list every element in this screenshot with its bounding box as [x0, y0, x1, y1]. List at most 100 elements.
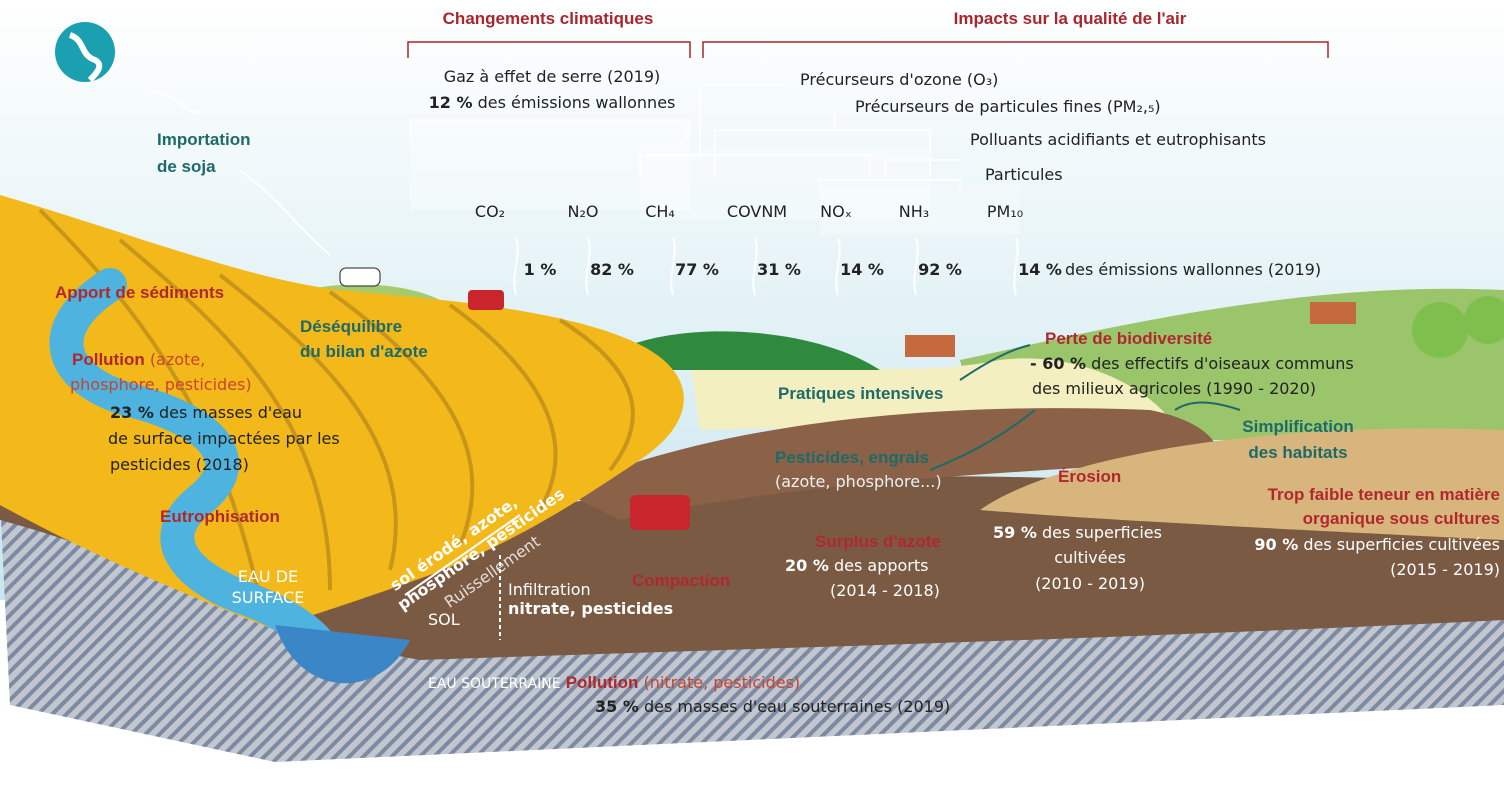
furrow	[38, 208, 262, 601]
pollutant-share: 31 %	[757, 260, 801, 279]
line: EAU SOUTERRAINE Pollution (nitrate, pest…	[428, 673, 800, 692]
arrow	[959, 344, 1031, 381]
connector	[819, 159, 961, 190]
label: Pesticides, engrais	[775, 448, 929, 467]
sprayer-tractor	[630, 495, 690, 530]
ghg-line: 12 % des émissions wallonnes	[429, 93, 676, 112]
ghg-text: des émissions wallonnes	[478, 93, 676, 112]
line: (2014 - 2018)	[830, 581, 940, 600]
pollutants: CO₂ 1 % N₂O 82 % CH₄ 77 % COVNM 31 % NOₓ 14 % NH₃ 9…	[475, 202, 1062, 296]
share: 35 %	[595, 697, 639, 716]
header: Changements climatiques	[443, 9, 654, 28]
emission-arrow	[585, 237, 591, 296]
label: Pratiques intensives	[778, 384, 943, 403]
eroded-field	[980, 428, 1504, 540]
label: Surplus d'azote	[815, 532, 941, 551]
tree-icon	[1464, 296, 1504, 344]
label: nitrate, pesticides	[508, 599, 673, 618]
farm-icon	[1310, 302, 1356, 324]
farm-icon	[905, 335, 955, 357]
pollutant-share: 77 %	[675, 260, 719, 279]
river	[49, 268, 347, 677]
arrow	[1174, 401, 1241, 411]
text: des effectifs d'oiseaux communs	[1091, 354, 1354, 373]
detail: (azote,	[150, 350, 205, 369]
globe-land	[68, 32, 103, 83]
label: EAU SOUTERRAINE	[428, 676, 561, 692]
runoff-arrow	[404, 514, 521, 596]
label: Apport de sédiments	[55, 283, 224, 302]
impact-arrows	[929, 344, 1241, 471]
plowed-field	[560, 408, 1220, 520]
air-bracket	[702, 41, 1329, 58]
connectors	[409, 84, 961, 190]
label: (azote, phosphore...)	[775, 472, 942, 491]
label: Simplification	[1242, 417, 1353, 436]
furrow	[118, 238, 332, 591]
label: Importation	[157, 130, 251, 149]
furrow	[558, 318, 635, 472]
arrow	[929, 409, 1036, 471]
detail: (nitrate, pesticides)	[644, 673, 801, 692]
line: 35 % des masses d'eau souterraines (2019…	[595, 697, 950, 716]
label: Déséquilibre	[300, 317, 402, 336]
pollutant-name: CO₂	[475, 202, 505, 221]
pollutant-share: 14 %	[840, 260, 884, 279]
pollutant-name: NH₃	[899, 202, 929, 221]
tree-icon	[1412, 302, 1468, 358]
share: 23 %	[110, 403, 154, 422]
line: - 60 % des effectifs d'oiseaux communs	[1030, 354, 1354, 373]
label: Érosion	[1058, 467, 1121, 486]
label: organique sous cultures	[1303, 509, 1500, 528]
connector	[699, 84, 790, 155]
label: Perte de biodiversité	[1045, 329, 1212, 348]
line: 23 % des masses d'eau	[110, 403, 302, 422]
line: 59 % des superficies	[993, 523, 1162, 542]
brackets	[407, 41, 1329, 58]
tractor-icon	[468, 290, 504, 310]
air-group: Précurseurs d'ozone (O₃)	[800, 70, 998, 89]
emission-arrow	[913, 237, 919, 296]
ghg-title: Gaz à effet de serre (2019)	[444, 67, 661, 86]
surface-water	[275, 625, 410, 684]
panel	[410, 120, 690, 210]
panel	[820, 185, 1020, 235]
emission-arrow	[835, 237, 841, 296]
label: de soja	[157, 157, 216, 176]
share: 90 %	[1254, 535, 1298, 554]
connector	[714, 112, 931, 175]
label: Trop faible teneur en matière	[1268, 485, 1500, 504]
pollutant-name: N₂O	[568, 202, 599, 221]
emission-arrow	[1013, 237, 1019, 296]
text: des superficies cultivées	[1303, 535, 1500, 554]
pollutant-name: PM₁₀	[987, 202, 1023, 221]
import-arrow	[149, 89, 331, 256]
title: Pollution	[72, 350, 145, 369]
pollutant-name: NOₓ	[820, 202, 852, 221]
share: 59 %	[993, 523, 1037, 542]
label: EAU DE	[238, 567, 298, 586]
label: Compaction	[632, 571, 730, 590]
pollutant-share: 82 %	[590, 260, 634, 279]
pollutant-name: COVNM	[727, 202, 787, 221]
pollutant-share: 1 %	[524, 260, 557, 279]
label: du bilan d'azote	[300, 342, 428, 361]
line: cultivées	[1054, 548, 1126, 567]
label: des habitats	[1248, 443, 1347, 462]
connector	[409, 119, 689, 140]
emission-arrow	[670, 237, 676, 296]
header: Impacts sur la qualité de l'air	[954, 9, 1187, 28]
pollutant-share: 92 %	[918, 260, 962, 279]
air-group: Particules	[985, 165, 1063, 184]
furrow	[218, 273, 398, 571]
furrow	[328, 290, 475, 546]
pasture	[630, 331, 880, 370]
climate-bracket	[407, 41, 691, 58]
label: Infiltration	[508, 580, 591, 599]
share: - 60 %	[1030, 354, 1086, 373]
label: Eutrophisation	[160, 507, 280, 526]
pm-note: des émissions wallonnes (2019)	[1065, 260, 1321, 279]
connector	[639, 154, 871, 175]
pollutant-name: CH₄	[645, 202, 675, 221]
air-group: Précurseurs de particules fines (PM₂,₅)	[855, 97, 1161, 116]
